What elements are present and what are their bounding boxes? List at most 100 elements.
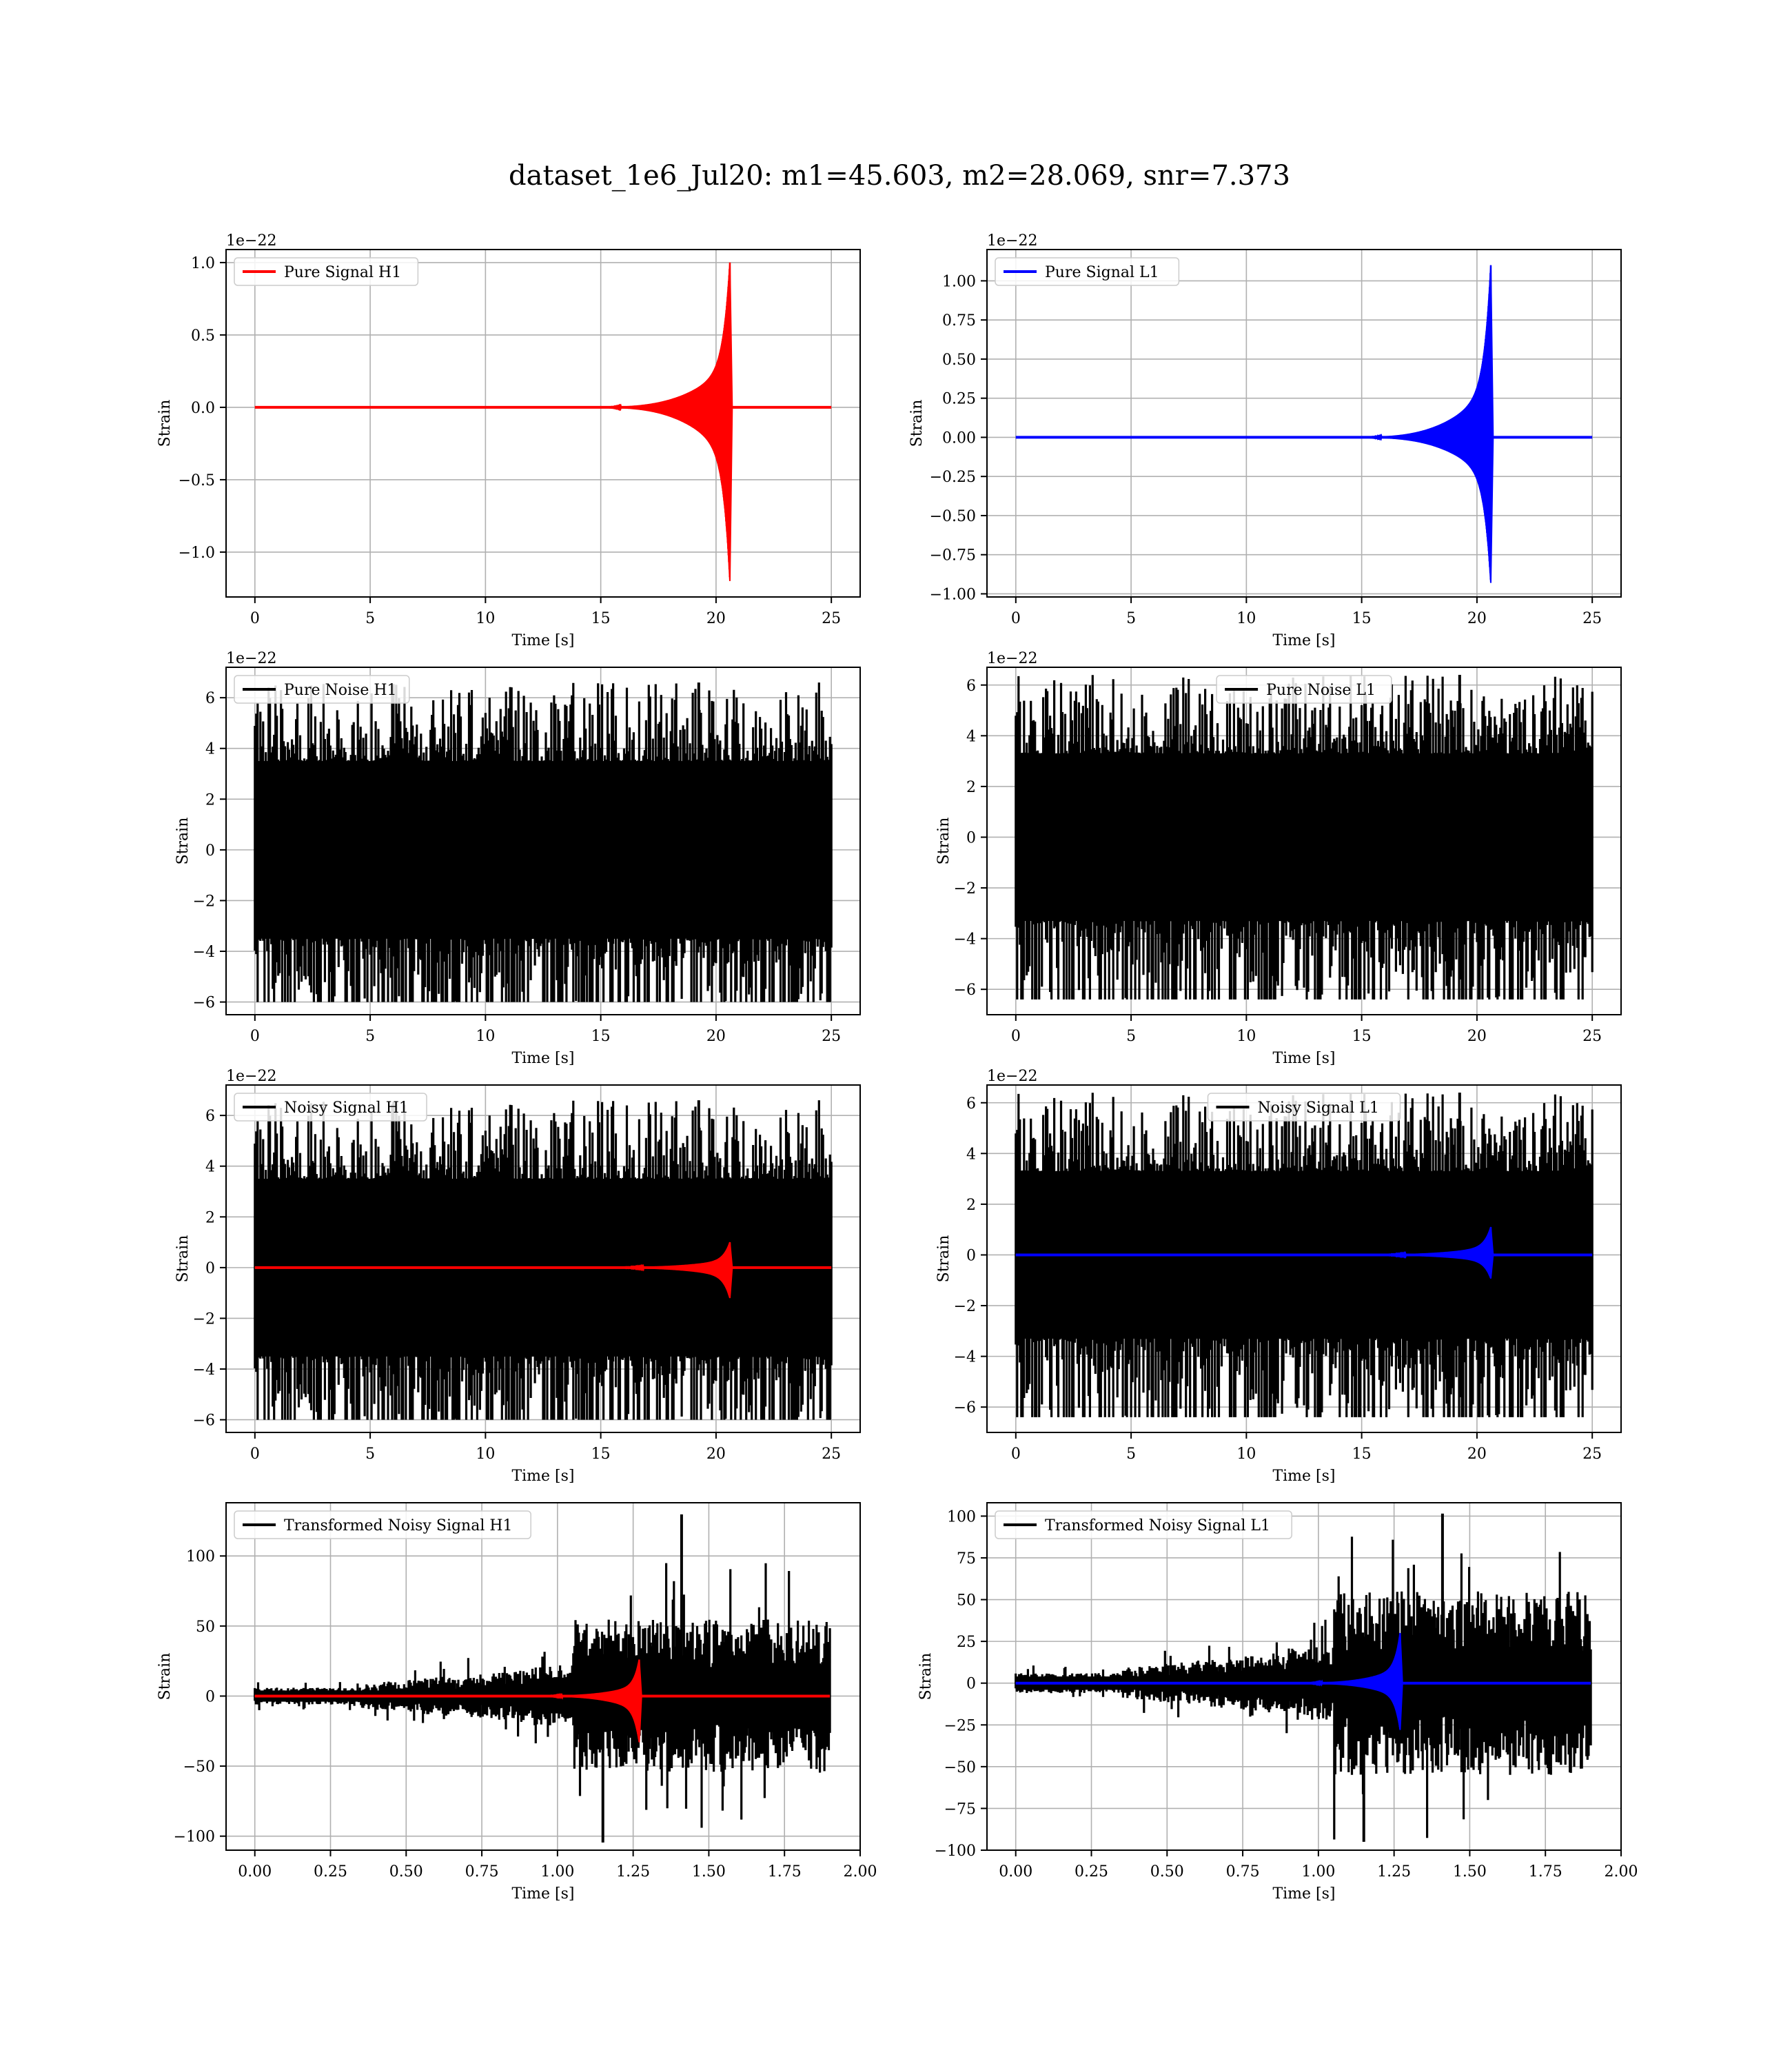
legend: Pure Noise L1 bbox=[1216, 675, 1392, 704]
noise-trace bbox=[254, 682, 833, 1002]
y-tick-label: −2 bbox=[193, 893, 215, 910]
legend-label: Pure Signal L1 bbox=[1045, 264, 1159, 281]
x-tick-label: 5 bbox=[365, 1446, 375, 1463]
x-axis-label: Time [s] bbox=[511, 632, 574, 649]
x-tick-label: 20 bbox=[706, 1446, 726, 1463]
legend-label: Transformed Noisy Signal L1 bbox=[1045, 1517, 1270, 1534]
x-tick-label: 5 bbox=[365, 1028, 375, 1045]
series-chirp-1 bbox=[254, 262, 832, 581]
x-tick-label: 10 bbox=[476, 610, 495, 627]
x-tick-label: 0.25 bbox=[1075, 1863, 1108, 1881]
legend-frame bbox=[1207, 1093, 1401, 1122]
axes-frame bbox=[225, 1502, 861, 1851]
x-tick-label: 0 bbox=[1011, 1446, 1021, 1463]
y-tick-label: 75 bbox=[957, 1550, 976, 1568]
noise-trace bbox=[254, 1100, 833, 1420]
axes-frame bbox=[225, 249, 861, 598]
legend-label: Noisy Signal H1 bbox=[284, 1099, 409, 1117]
x-tick-label: 10 bbox=[1236, 1446, 1256, 1463]
y-tick-label: 0 bbox=[966, 829, 976, 847]
axes-frame bbox=[986, 1084, 1622, 1433]
x-axis-label: Time [s] bbox=[1272, 1885, 1335, 1903]
x-tick-label: 0 bbox=[250, 1028, 260, 1045]
y-axis-label: Strain bbox=[174, 818, 192, 865]
series-noise-1 bbox=[1015, 675, 1594, 1000]
y-tick-label: 50 bbox=[196, 1619, 215, 1636]
x-tick-label: 1.50 bbox=[692, 1863, 726, 1881]
y-tick-label: −50 bbox=[183, 1758, 215, 1776]
series-chirp-2 bbox=[254, 1659, 831, 1743]
y-tick-label: 4 bbox=[205, 741, 215, 758]
x-tick-label: 25 bbox=[822, 1028, 841, 1045]
axis-offset-text: 1e−22 bbox=[226, 1068, 276, 1085]
subplot-8: 0.00 0.25 0.50 0.75 1.00 1.25 1.50 1.75 2.00 −100… bbox=[917, 1502, 1638, 1903]
plot-area bbox=[254, 1100, 833, 1420]
y-axis-label: Strain bbox=[174, 1235, 192, 1283]
y-tick-label: 6 bbox=[966, 678, 976, 695]
y-tick-label: 2 bbox=[205, 1209, 215, 1226]
y-tick-label: 4 bbox=[205, 1159, 215, 1176]
y-tick-label: 2 bbox=[966, 779, 976, 796]
noise-trace bbox=[1015, 675, 1594, 1000]
x-tick-label: 15 bbox=[591, 1028, 611, 1045]
legend-label: Pure Noise H1 bbox=[284, 682, 397, 699]
plot-area bbox=[1015, 1513, 1592, 1842]
y-tick-label: 2 bbox=[966, 1197, 976, 1214]
chirp-trace bbox=[1350, 265, 1492, 580]
y-tick-label: −4 bbox=[193, 1361, 215, 1379]
y-tick-label: −0.50 bbox=[930, 508, 976, 525]
series-chirp-2 bbox=[254, 1241, 832, 1299]
axes-frame bbox=[986, 667, 1622, 1015]
legend-frame bbox=[234, 257, 419, 286]
plot-area bbox=[254, 1514, 831, 1843]
x-tick-label: 0 bbox=[250, 1446, 260, 1463]
y-tick-label: −2 bbox=[954, 1298, 976, 1315]
x-tick-label: 10 bbox=[1236, 1028, 1256, 1045]
x-tick-label: 25 bbox=[822, 1446, 841, 1463]
y-tick-label: 100 bbox=[947, 1508, 976, 1525]
y-tick-label: −6 bbox=[193, 995, 215, 1012]
y-tick-label: 0 bbox=[205, 842, 215, 860]
y-tick-label: −0.75 bbox=[930, 547, 976, 565]
x-tick-label: 1.00 bbox=[1301, 1863, 1335, 1881]
series-chirp-2 bbox=[1015, 1632, 1591, 1730]
y-tick-label: 100 bbox=[186, 1548, 215, 1565]
x-tick-label: 2.00 bbox=[844, 1863, 877, 1881]
x-tick-label: 0.50 bbox=[389, 1863, 423, 1881]
x-tick-label: 20 bbox=[706, 610, 726, 627]
x-tick-label: 5 bbox=[1126, 1446, 1136, 1463]
x-tick-label: 5 bbox=[1126, 610, 1136, 627]
subplot-1: 0 5 10 15 20 25 −1.0 −0.5 0.0 0.5 1.0 Time [s] Strai… bbox=[156, 232, 861, 649]
x-axis-label: Time [s] bbox=[1272, 1468, 1335, 1485]
legend-label: Pure Noise L1 bbox=[1266, 682, 1376, 699]
y-tick-label: 0 bbox=[205, 1260, 215, 1277]
x-tick-label: 25 bbox=[1582, 1446, 1602, 1463]
axis-offset-text: 1e−22 bbox=[226, 232, 276, 250]
y-tick-label: −1.00 bbox=[930, 586, 976, 603]
x-axis-label: Time [s] bbox=[511, 1468, 574, 1485]
grid bbox=[987, 250, 1621, 597]
x-axis-label: Time [s] bbox=[1272, 632, 1335, 649]
y-tick-label: −0.25 bbox=[930, 469, 976, 486]
chirp-trace bbox=[527, 1659, 640, 1742]
y-tick-label: 1.0 bbox=[191, 255, 215, 272]
x-tick-label: 20 bbox=[1467, 1446, 1487, 1463]
y-tick-label: 50 bbox=[957, 1592, 976, 1610]
axis-offset-text: 1e−22 bbox=[987, 232, 1037, 250]
series-chirp-1 bbox=[1015, 265, 1593, 583]
y-tick-label: 0.5 bbox=[191, 327, 215, 345]
y-tick-label: −4 bbox=[954, 1349, 976, 1366]
y-tick-label: −6 bbox=[193, 1412, 215, 1430]
y-tick-label: −4 bbox=[193, 944, 215, 961]
x-tick-label: 1.25 bbox=[1377, 1863, 1411, 1881]
subplot-6: 0 5 10 15 20 25 −6 −4 −2 0 2 4 6 Time [s] Strain 1e−22 N… bbox=[935, 1068, 1622, 1485]
axis-offset-text: 1e−22 bbox=[987, 650, 1037, 667]
y-tick-label: 0.75 bbox=[942, 312, 976, 330]
y-tick-label: 6 bbox=[205, 1108, 215, 1125]
y-tick-label: −6 bbox=[954, 1399, 976, 1417]
y-tick-label: 4 bbox=[966, 1146, 976, 1163]
y-tick-label: −1.0 bbox=[179, 545, 215, 562]
plot-area bbox=[1015, 265, 1593, 583]
y-tick-label: 0.00 bbox=[942, 429, 976, 447]
